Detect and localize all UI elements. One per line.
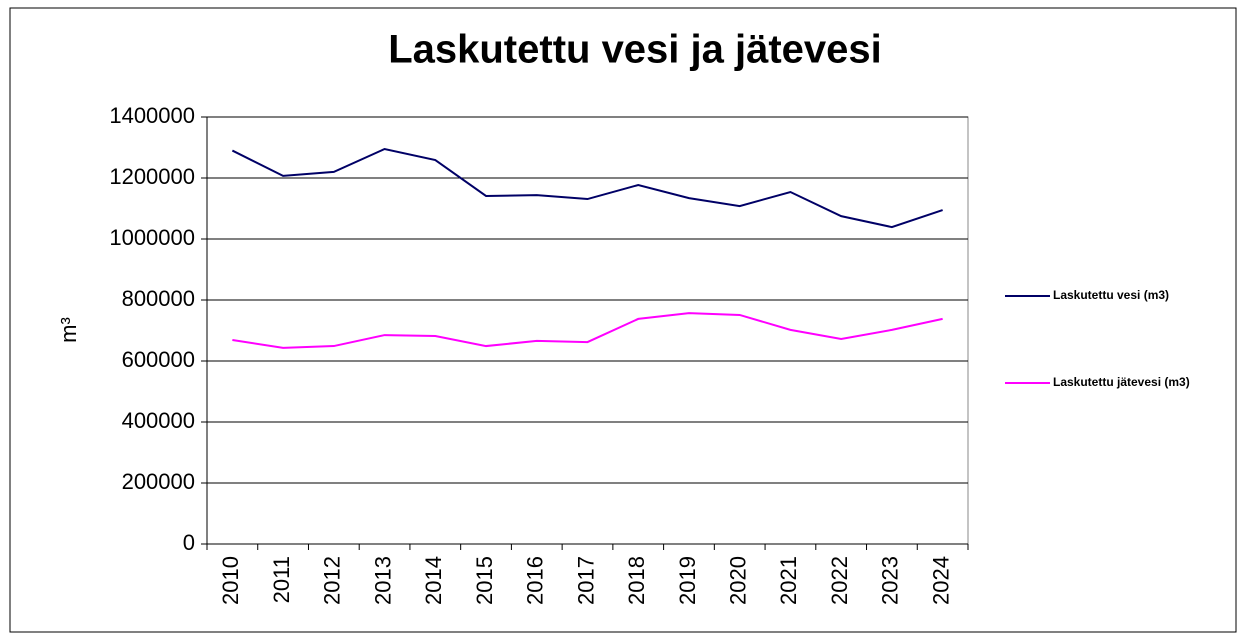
y-tick-label: 800000: [122, 286, 195, 311]
plot-area: [206, 116, 969, 545]
x-tick-label: 2023: [878, 556, 903, 605]
y-axis-label: m³: [56, 317, 81, 343]
y-tick-label: 400000: [122, 408, 195, 433]
line-series: [232, 312, 943, 349]
x-tick-label: 2016: [523, 556, 548, 605]
x-tick-label: 2014: [421, 556, 446, 605]
y-tick-label: 1200000: [109, 164, 195, 189]
x-tick-label: 2018: [624, 556, 649, 605]
legend-label: Laskutettu jätevesi (m3): [1053, 375, 1190, 389]
y-tick-label: 200000: [122, 469, 195, 494]
legend-label: Laskutettu vesi (m3): [1053, 288, 1169, 302]
x-tick-label: 2020: [726, 556, 751, 605]
x-tick-label: 2013: [370, 556, 395, 605]
y-tick-label: 0: [183, 530, 195, 555]
chart-frame: [9, 7, 1237, 633]
chart-title: Laskutettu vesi ja jätevesi: [388, 28, 882, 72]
x-tick-label: 2015: [472, 556, 497, 605]
x-tick-label: 2019: [675, 556, 700, 605]
x-tick-label: 2012: [320, 556, 345, 605]
y-tick-label: 1400000: [109, 103, 195, 128]
x-tick-label: 2021: [776, 556, 801, 605]
x-tick-label: 2024: [928, 556, 953, 605]
line-series: [231, 147, 943, 229]
x-tick-label: 2011: [269, 556, 294, 603]
x-tick-label: 2022: [827, 556, 852, 605]
x-tick-label: 2010: [218, 556, 243, 605]
x-tick-label: 2017: [573, 556, 598, 605]
y-tick-label: 600000: [122, 347, 195, 372]
y-tick-label: 1000000: [109, 225, 195, 250]
